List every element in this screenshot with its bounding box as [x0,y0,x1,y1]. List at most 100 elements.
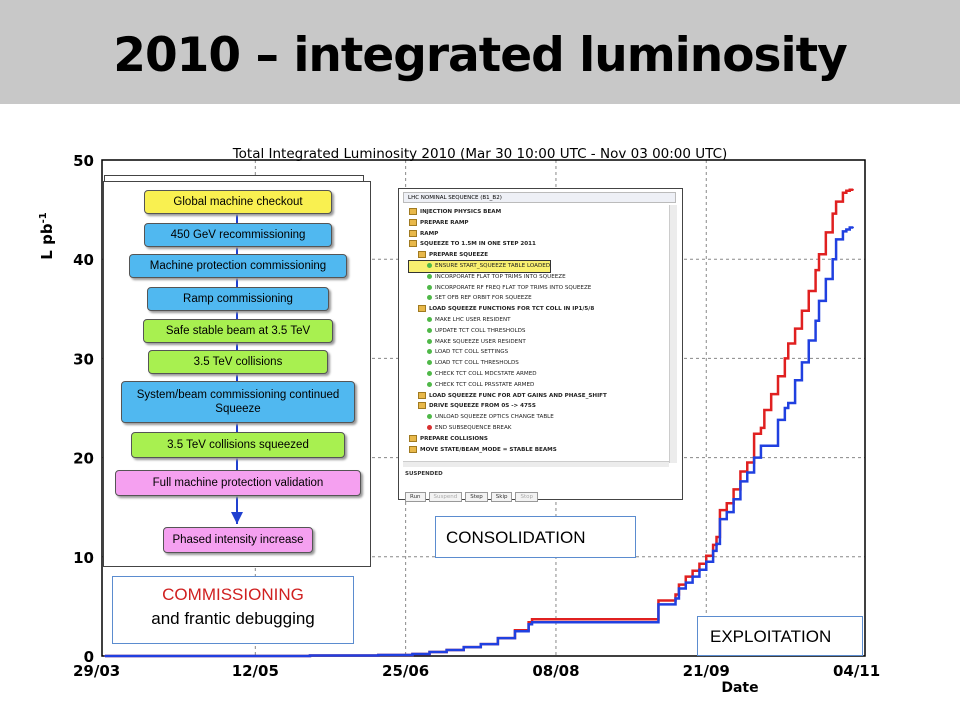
series-point [674,593,677,596]
series-point [725,511,728,513]
sequence-tree-item[interactable]: RAMP [409,229,438,240]
sequence-tree-item[interactable]: MAKE LHC USER RESIDENT [409,315,511,326]
series-point [842,230,844,233]
series-point [633,618,636,621]
status-dot-icon [427,327,432,333]
flowchart-step: System/beam commissioning continued Sque… [121,381,355,423]
sequence-tree-item[interactable]: PREPARE RAMP [409,218,469,229]
sequence-tree-item[interactable]: END SUBSEQUENCE BREAK [409,423,511,434]
flowchart-step: Safe stable beam at 3.5 TeV [143,319,333,343]
series-point [746,461,749,464]
sequencer-hscrollbar[interactable] [403,461,669,467]
sequence-tree-item[interactable]: LOAD SQUEEZE FUNCTIONS FOR TCT COLL IN I… [409,304,594,315]
run-button[interactable]: Run [405,492,426,502]
y-tick-label: 50 [73,152,94,170]
flowchart-step: 3.5 TeV collisions squeezed [131,432,345,458]
sequencer-scrollbar[interactable] [669,205,677,463]
sequence-tree-item[interactable]: PREPARE SQUEEZE [409,250,488,261]
series-point [719,518,721,520]
sequence-tree-item[interactable]: MAKE SQUEEZE USER RESIDENT [409,337,526,348]
sequence-tree-item[interactable]: CHECK TCT COLL PRSSTATE ARMED [409,380,534,391]
chart-title: Total Integrated Luminosity 2010 (Mar 30… [232,146,728,162]
x-tick-label: 21/09 [683,662,730,680]
folder-icon [418,402,426,410]
skip-button[interactable]: Skip [490,492,513,502]
sequence-tree-item[interactable]: ENSURE START_SQUEEZE TABLE LOADED [407,260,552,273]
sequence-item-label: PREPARE SQUEEZE [429,252,489,259]
suspend-button[interactable]: Suspend [428,492,463,502]
series-point [818,253,820,256]
series-point [684,581,687,584]
sequencer-status: SUSPENDED [405,471,443,477]
x-tick-label: 25/06 [382,662,429,680]
exploitation-label: EXPLOITATION [710,627,832,646]
series-point [732,498,735,501]
flowchart-step: Phased intensity increase [163,527,313,553]
y-tick-label: 30 [73,350,94,368]
sequence-item-label: RAMP [420,230,439,237]
series-point [807,339,810,342]
sequencer-toolbar: Run Suspend Step Skip Stop [405,483,541,502]
series-point [807,290,810,292]
sequence-tree-item[interactable]: LOAD TCT COLL SETTINGS [409,347,508,358]
sequence-tree-item[interactable]: DRIVE SQUEEZE FROM 0S -> 475S [409,401,536,412]
series-point [712,550,714,552]
folder-icon [418,391,426,399]
series-point [548,618,550,621]
series-point [777,375,779,378]
sequence-item-label: SET OFB REF ORBIT FOR SQUEEZE [435,295,532,302]
sequence-item-label: CHECK TCT COLL PRSSTATE ARMED [435,381,535,388]
series-point [814,319,817,322]
series-point [715,536,718,538]
sequence-tree-item[interactable]: LOAD TCT COLL THRESHOLDS [409,358,519,369]
sequence-tree-item[interactable]: SQUEEZE TO 1.5M IN ONE STEP 2011 [409,239,536,250]
status-dot-icon [427,263,432,268]
series-point [531,621,533,624]
sequence-item-label: LOAD SQUEEZE FUNCTIONS FOR TCT COLL IN I… [429,306,595,313]
x-tick-label: 12/05 [232,662,279,680]
series-point [784,357,786,360]
stop-button[interactable]: Stop [515,492,538,502]
commissioning-sublabel: and frantic debugging [151,609,315,628]
folder-icon [409,229,417,237]
y-axis-label-sup: -1 [38,212,49,223]
series-point [654,621,656,624]
sequence-tree-item[interactable]: UPDATE TCT COLL THRESHOLDS [409,326,526,337]
step-button[interactable]: Step [465,492,488,502]
series-point [555,618,557,621]
status-dot-icon [427,425,432,430]
series-point [753,432,755,435]
series-point [698,568,701,571]
sequence-tree-item[interactable]: MOVE STATE/BEAM_MODE = STABLE BEAMS [409,445,557,456]
flowchart-step: Global machine checkout [144,190,332,214]
series-point [787,342,790,345]
flowchart-step: Ramp commissioning [147,287,329,311]
sequence-tree-item[interactable]: INCORPORATE FLAT TOP TRIMS INTO SQUEEZE [409,272,566,283]
series-point [725,502,728,505]
series-point [831,258,834,260]
series-point [818,300,820,302]
status-dot-icon [427,349,432,355]
series-point [705,555,708,557]
sequence-tree-item[interactable]: SET OFB REF ORBIT FOR SQUEEZE [409,293,532,304]
sequence-tree-item[interactable]: INJECTION PHYSICS BEAM [409,207,501,218]
sequence-tree-item[interactable]: PREPARE COLLISIONS [409,434,488,445]
series-point [674,597,677,600]
sequence-tree-item[interactable]: CHECK TCT COLL MDCSTATE ARMED [409,369,537,380]
x-tick-labels: 29/03 12/05 25/06 08/08 21/09 04/11 [73,662,880,680]
series-point [654,618,656,621]
x-tick-label: 04/11 [833,662,880,680]
folder-icon [409,240,417,248]
sequence-tree-item[interactable]: UNLOAD SQUEEZE OPTICS CHANGE TABLE [409,412,554,423]
sequence-item-label: ENSURE START_SQUEEZE TABLE LOADED [435,263,551,269]
sequence-item-label: LOAD SQUEEZE FUNC FOR ADT GAINS AND PHAS… [429,392,607,399]
sequence-tree-item[interactable]: LOAD SQUEEZE FUNC FOR ADT GAINS AND PHAS… [409,391,607,402]
sequence-item-label: INCORPORATE RF FREQ FLAT TOP TRIMS INTO … [435,284,592,291]
series-point [428,651,431,653]
flowchart-step: Machine protection commissioning [129,254,347,278]
status-dot-icon [427,317,432,322]
series-point [479,643,482,645]
series-point [794,327,796,330]
sequence-item-label: PREPARE COLLISIONS [420,435,488,442]
sequence-tree-item[interactable]: INCORPORATE RF FREQ FLAT TOP TRIMS INTO … [409,283,591,294]
